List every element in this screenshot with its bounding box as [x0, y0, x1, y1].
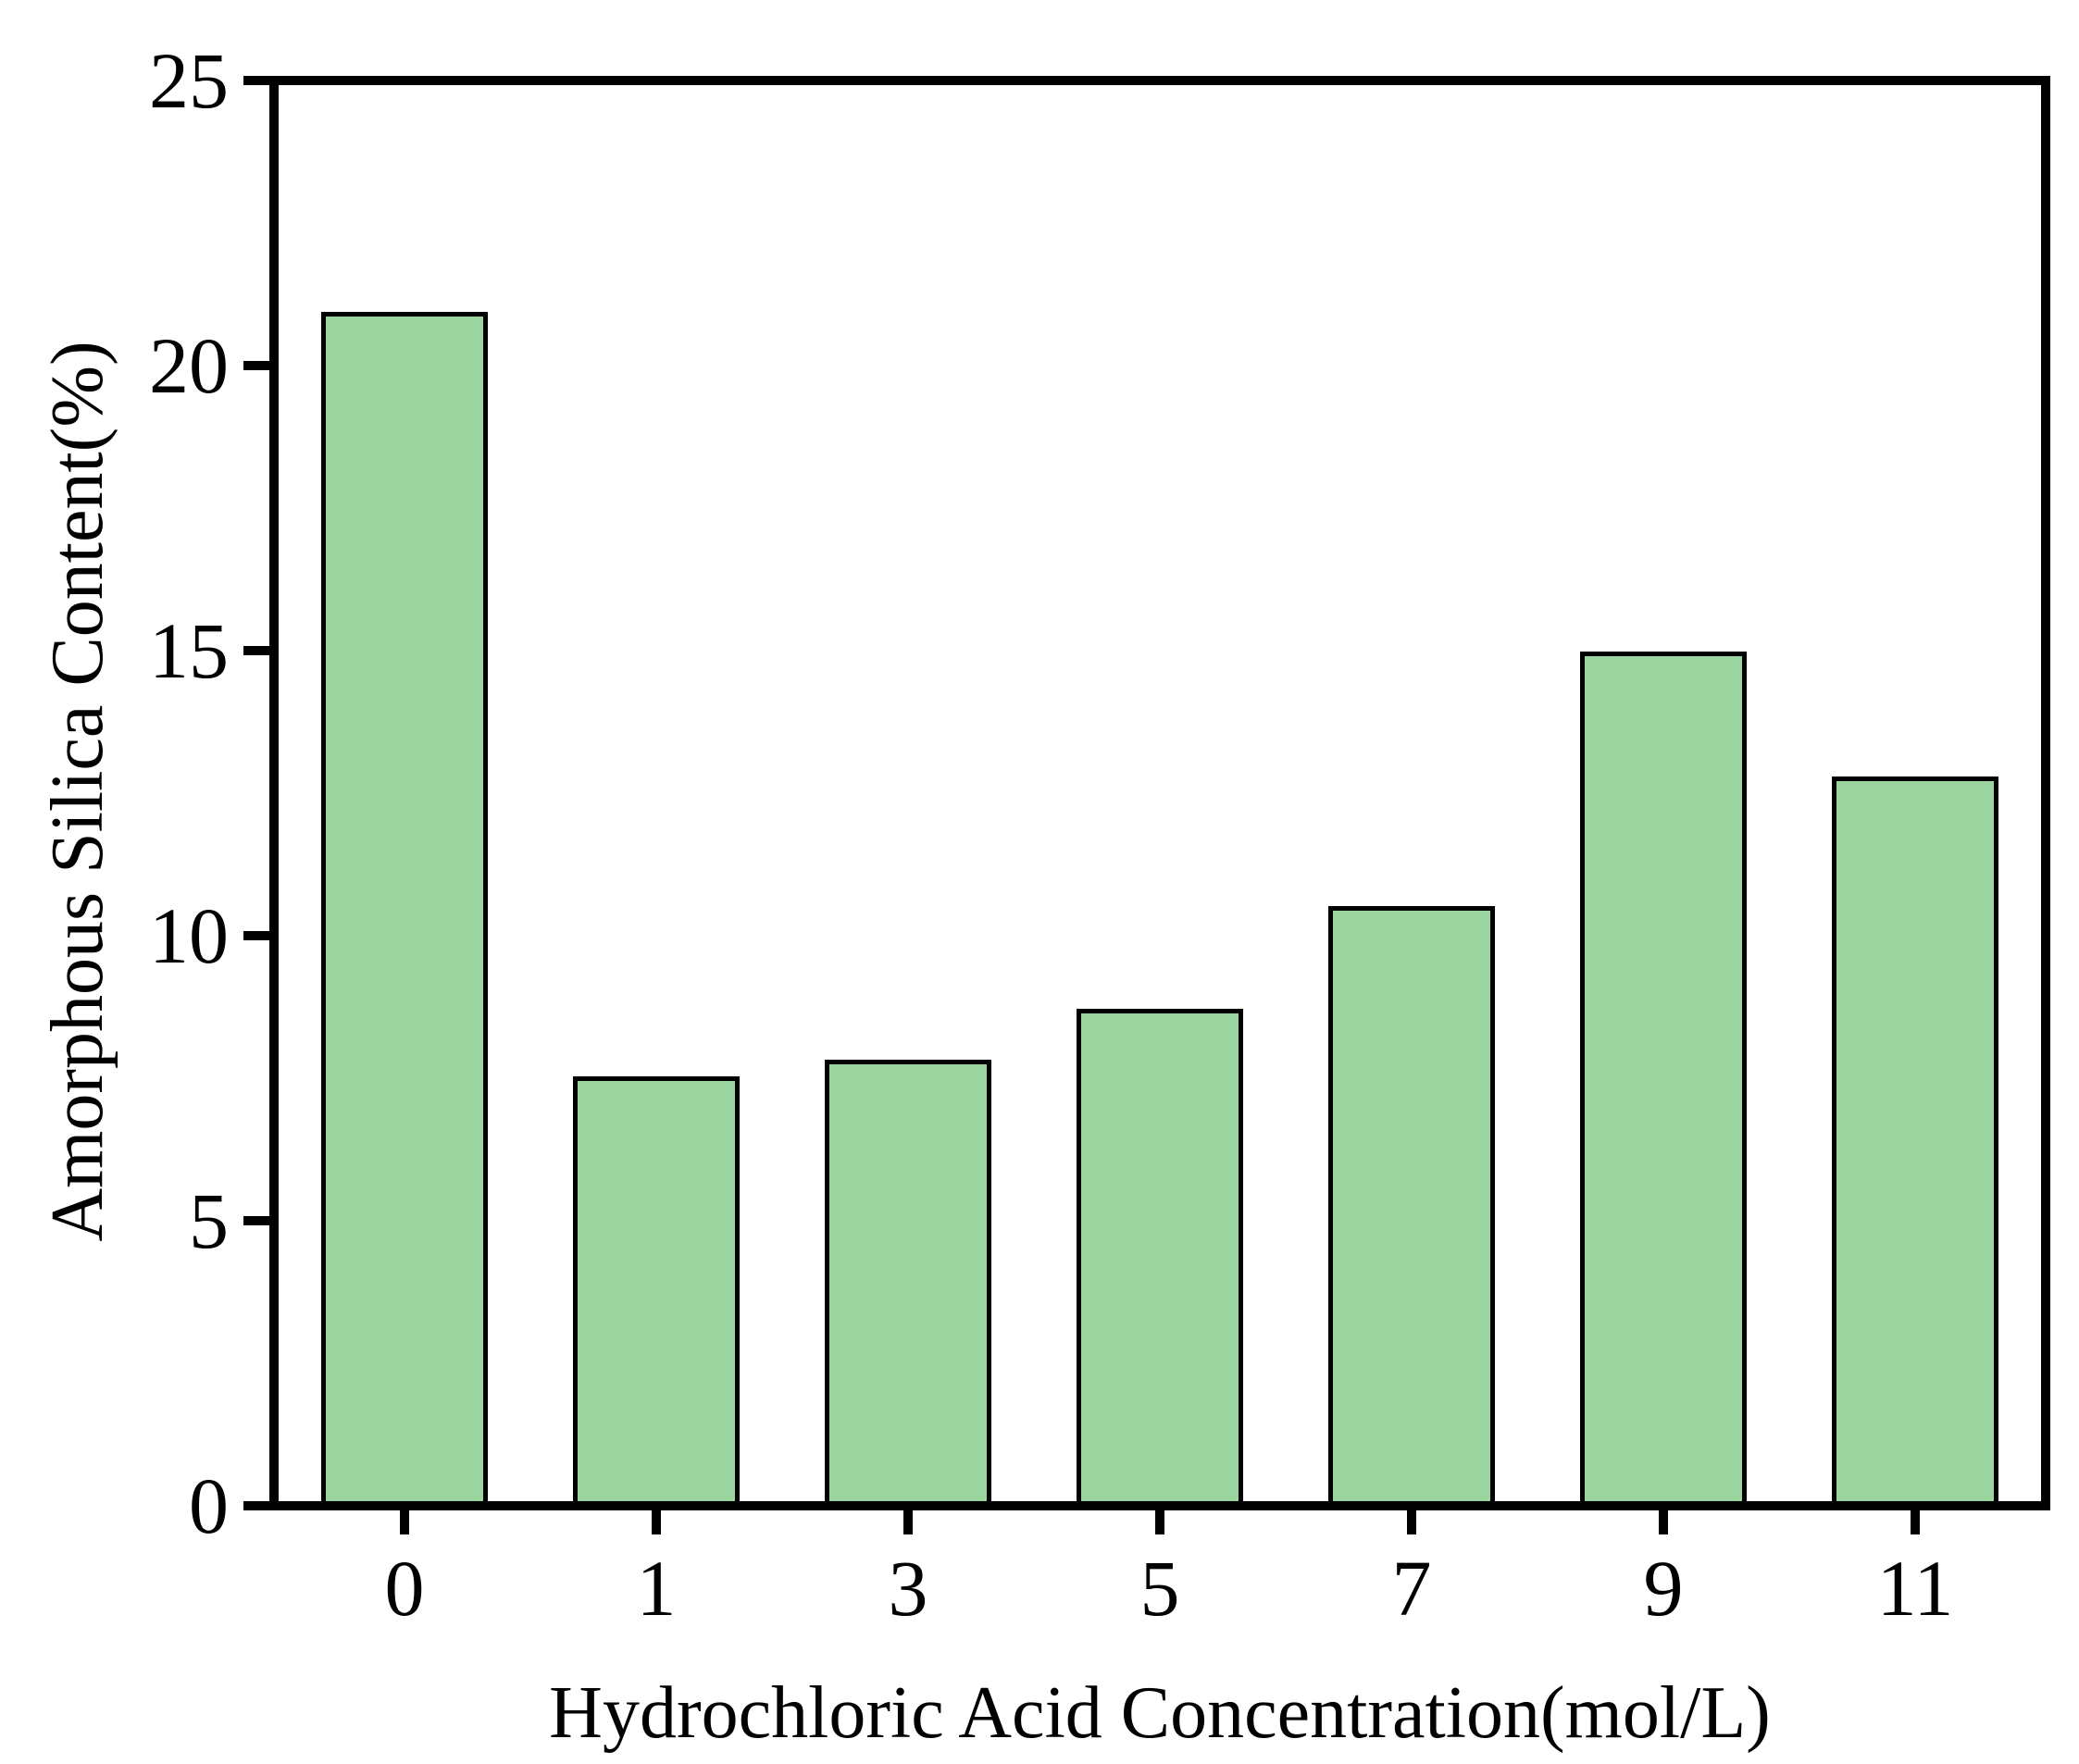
bar — [321, 311, 488, 1501]
y-tick-label: 5 — [189, 1176, 229, 1265]
bar — [1580, 652, 1747, 1501]
plot-area — [269, 76, 2050, 1510]
x-tick-label: 9 — [1643, 1544, 1684, 1633]
x-axis-title: Hydrochloric Acid Concentration(mol/L) — [549, 1672, 1771, 1754]
x-tick-label: 11 — [1876, 1544, 1954, 1633]
bar — [825, 1059, 991, 1501]
x-tick-mark — [1659, 1510, 1668, 1534]
y-tick-mark — [243, 646, 269, 655]
bar-slot — [782, 85, 1034, 1501]
x-tick-mark — [1155, 1510, 1164, 1534]
x-tick-label: 3 — [888, 1544, 928, 1633]
bar-slot — [1034, 85, 1286, 1501]
y-tick-mark — [243, 361, 269, 370]
x-tick-mark — [903, 1510, 913, 1534]
y-tick-mark — [243, 1216, 269, 1225]
x-tick-mark — [1911, 1510, 1920, 1534]
bar-slot — [1537, 85, 1789, 1501]
bars-container — [279, 85, 2041, 1501]
x-tick-mark — [1407, 1510, 1416, 1534]
bar-slot — [530, 85, 782, 1501]
x-tick-mark — [652, 1510, 661, 1534]
bar-slot — [1789, 85, 2041, 1501]
bar — [573, 1076, 740, 1501]
y-tick-mark — [243, 931, 269, 940]
y-tick-label: 15 — [149, 606, 229, 695]
y-tick-label: 0 — [189, 1461, 229, 1550]
bar — [1077, 1008, 1243, 1501]
x-tick-label: 7 — [1391, 1544, 1432, 1633]
y-tick-mark — [243, 76, 269, 85]
y-axis-title: Amorphous Silica Content(%) — [37, 341, 118, 1242]
x-tick-label: 1 — [636, 1544, 677, 1633]
bar — [1328, 906, 1495, 1501]
y-tick-label: 25 — [149, 36, 229, 125]
x-tick-label: 0 — [384, 1544, 425, 1633]
bar-slot — [1286, 85, 1537, 1501]
x-tick-label: 5 — [1139, 1544, 1180, 1633]
y-tick-label: 10 — [149, 891, 229, 980]
bar-slot — [279, 85, 530, 1501]
bar — [1832, 776, 1998, 1501]
x-tick-mark — [400, 1510, 409, 1534]
y-tick-label: 20 — [149, 321, 229, 410]
y-tick-mark — [243, 1501, 269, 1510]
